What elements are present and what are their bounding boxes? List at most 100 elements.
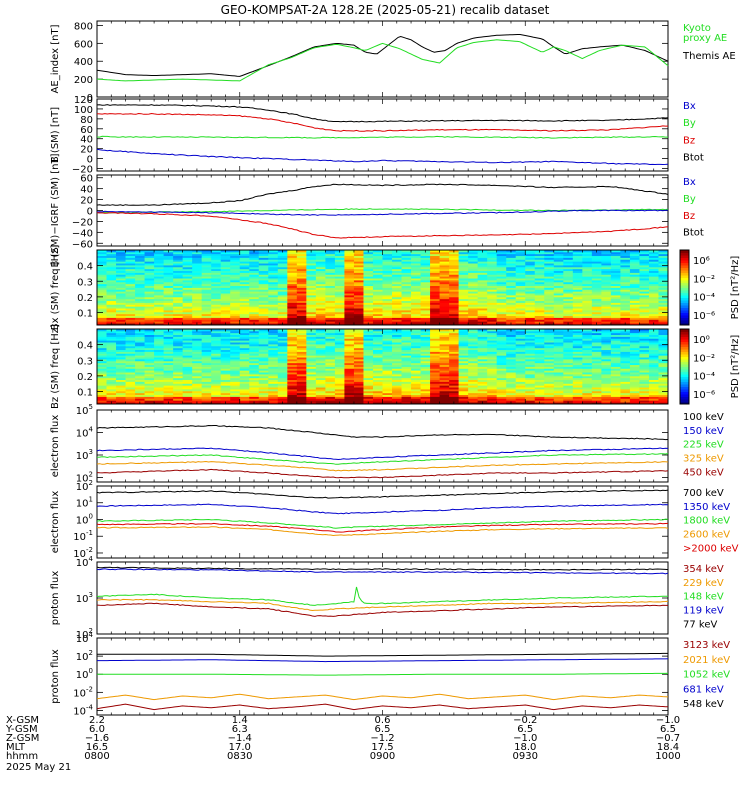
spectrogram-cell (135, 398, 145, 401)
spectrogram-cell (629, 298, 640, 302)
spectrogram-cell (525, 263, 536, 266)
spectrogram-cell (182, 255, 193, 258)
spectrogram-cell (506, 265, 517, 268)
spectrogram-cell (477, 311, 488, 315)
spectrogram-cell (439, 276, 450, 279)
spectrogram-cell (144, 398, 155, 401)
spectrogram-cell (477, 372, 488, 375)
spectrogram-cell (258, 330, 269, 334)
spectrogram-cell (182, 344, 193, 347)
spectrogram-cell (515, 304, 526, 307)
spectrogram-cell (220, 390, 231, 394)
spectrogram-cell (249, 313, 260, 317)
spectrogram-cell (496, 357, 507, 360)
spectrogram-cell (306, 372, 317, 375)
spectrogram-cell (487, 374, 498, 377)
spectrogram-cell (544, 263, 555, 266)
spectrogram-cell (420, 396, 431, 399)
spectrogram-cell (353, 315, 364, 318)
spectrogram-cell (325, 261, 336, 264)
spectrogram-cell (106, 370, 117, 373)
spectrogram-cell (97, 270, 107, 273)
spectrogram-cell (544, 304, 555, 307)
spectrogram-cell (277, 293, 288, 296)
spectrogram-cell (372, 281, 383, 285)
spectrogram-cell (144, 321, 155, 324)
spectrogram-cell (468, 344, 479, 347)
spectrogram-cell (116, 281, 126, 285)
spectrogram-cell (135, 274, 145, 277)
spectrogram-cell (411, 306, 421, 309)
spectrogram-cell (363, 272, 374, 275)
spectrogram-cell (296, 370, 307, 373)
spectrogram-cell (487, 283, 498, 287)
spectrogram-cell (230, 364, 241, 367)
spectrogram-cell (458, 298, 469, 302)
spectrogram-cell (430, 370, 440, 373)
spectrogram-cell (106, 270, 117, 273)
spectrogram-cell (372, 338, 383, 341)
spectrogram-cell (258, 381, 269, 384)
spectrogram-cell (582, 259, 593, 262)
spectrogram-cell (97, 251, 107, 255)
spectrogram-cell (392, 372, 402, 375)
spectrogram-cell (430, 315, 440, 318)
spectrogram-cell (544, 268, 555, 272)
spectrogram-cell (468, 319, 479, 322)
spectrogram-cell (382, 321, 393, 324)
spectrogram-cell (173, 289, 184, 292)
spectrogram-cell (154, 338, 165, 341)
spectrogram-cell (306, 334, 317, 337)
spectrogram-cell (572, 330, 583, 334)
spectrogram-cell (439, 390, 450, 394)
spectrogram-cell (572, 359, 583, 362)
spectrogram-cell (658, 295, 669, 298)
spectrogram-cell (268, 313, 279, 317)
spectrogram-cell (525, 251, 536, 255)
spectrogram-cell (201, 362, 212, 366)
spectrogram-cell (411, 255, 421, 258)
spectrogram-cell (287, 390, 298, 394)
spectrogram-cell (268, 392, 279, 396)
spectrogram-cell (163, 398, 174, 401)
spectrogram-cell (296, 398, 307, 401)
spectrogram-cell (487, 387, 498, 390)
spectrogram-cell (163, 377, 174, 381)
spectrogram-cell (458, 332, 469, 336)
spectrogram-cell (629, 304, 640, 307)
spectrogram-cell (325, 342, 336, 345)
spectrogram-cell (353, 329, 364, 332)
spectrogram-cell (306, 263, 317, 266)
spectrogram-cell (591, 289, 602, 292)
spectrogram-cell (515, 266, 526, 270)
spectrogram-cell (553, 379, 564, 382)
spectrogram-cell (458, 313, 469, 317)
spectrogram-cell (372, 375, 383, 379)
spectrogram-cell (116, 251, 126, 255)
spectrogram-cell (458, 251, 469, 255)
spectrogram-cell (116, 310, 126, 313)
spectrogram-cell (458, 334, 469, 337)
spectrogram-cell (173, 377, 184, 381)
spectrogram-cell (572, 349, 583, 352)
spectrogram-cell (506, 338, 517, 341)
spectrogram-cell (506, 379, 517, 382)
spectrogram-cell (220, 259, 231, 262)
spectrogram-cell (458, 259, 469, 262)
spectrogram-cell (496, 304, 507, 307)
spectrogram-cell (211, 402, 222, 405)
spectrogram-cell (468, 390, 479, 394)
spectrogram-cell (201, 315, 212, 318)
spectrogram-cell (601, 313, 612, 317)
spectrogram-cell (601, 296, 612, 300)
spectrogram-cell (629, 287, 640, 290)
colorbar-segment (680, 262, 689, 266)
spectrogram-cell (249, 368, 260, 371)
spectrogram-cell (258, 353, 269, 356)
spectrogram-cell (411, 263, 421, 266)
spectrogram-cell (468, 296, 479, 300)
spectrogram-cell (125, 364, 136, 367)
spectrogram-cell (135, 321, 145, 324)
spectrogram-cell (173, 379, 184, 382)
spectrogram-cell (591, 298, 602, 302)
